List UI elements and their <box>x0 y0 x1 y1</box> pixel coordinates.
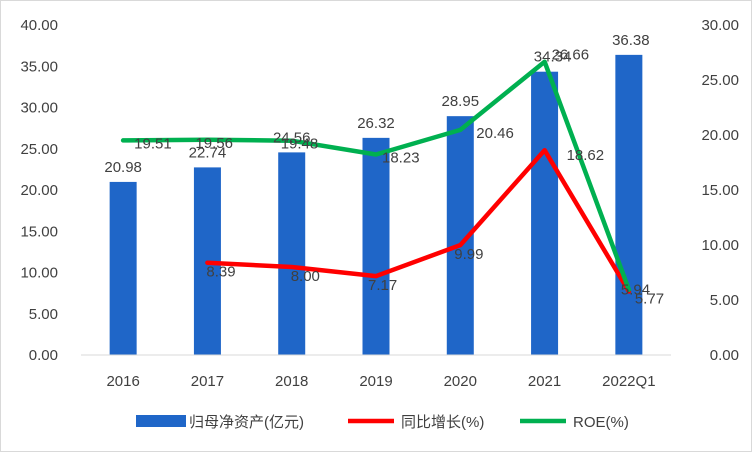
bar <box>278 152 306 355</box>
data-labels: 20.98 22.74 24.56 26.32 28.95 34.34 36.38 8.39 8… <box>104 32 664 308</box>
legend: 归母净资产(亿元) 同比增长(%) ROE(%) <box>136 414 629 431</box>
bar <box>362 137 390 355</box>
growth-data-label: 8.00 <box>291 268 320 285</box>
left-tick-label: 25.00 <box>20 141 58 158</box>
roe-data-label: 19.48 <box>281 136 319 153</box>
x-tick-label: 2022Q1 <box>602 373 655 390</box>
x-tick-label: 2016 <box>106 373 139 390</box>
x-tick-label: 2019 <box>359 373 392 390</box>
right-tick-label: 30.00 <box>701 17 739 34</box>
left-tick-label: 35.00 <box>20 58 58 75</box>
right-tick-label: 5.00 <box>710 292 739 309</box>
growth-data-label: 7.17 <box>368 277 397 294</box>
roe-data-label: 20.46 <box>476 125 514 142</box>
left-tick-label: 40.00 <box>20 17 58 34</box>
bar-data-label: 22.74 <box>189 144 227 161</box>
right-tick-label: 10.00 <box>701 237 739 254</box>
growth-data-label: 9.99 <box>454 246 483 263</box>
x-tick-label: 2017 <box>191 373 224 390</box>
roe-data-label: 26.66 <box>552 47 590 64</box>
left-y-axis: 0.00 5.00 10.00 15.00 20.00 25.00 30.00 35.00 40… <box>20 17 58 364</box>
growth-data-label: 18.62 <box>567 147 605 164</box>
left-tick-label: 20.00 <box>20 182 58 199</box>
bar-data-label: 28.95 <box>442 93 480 110</box>
bar-data-label: 20.98 <box>104 159 142 176</box>
roe-data-label: 19.51 <box>134 135 172 152</box>
right-tick-label: 15.00 <box>701 182 739 199</box>
x-tick-label: 2018 <box>275 373 308 390</box>
bar-data-label: 34.34 <box>534 49 572 66</box>
bar-data-label: 36.38 <box>612 32 650 49</box>
right-tick-label: 20.00 <box>701 127 739 144</box>
roe-data-label: 19.56 <box>195 135 233 152</box>
legend-swatch <box>136 415 186 427</box>
left-tick-label: 10.00 <box>20 265 58 282</box>
right-y-axis: 0.00 5.00 10.00 15.00 20.00 25.00 30.00 <box>701 17 739 364</box>
series-line <box>120 59 632 292</box>
left-tick-label: 5.00 <box>29 306 58 323</box>
roe-data-label: 18.23 <box>382 149 420 166</box>
bar <box>615 54 643 356</box>
legend-label: 同比增长(%) <box>401 414 484 431</box>
x-axis: 2016 2017 2018 2019 2020 2021 2022Q1 <box>81 354 671 390</box>
roe-data-label: 5.94 <box>621 282 650 299</box>
legend-label: ROE(%) <box>573 414 629 431</box>
left-tick-label: 30.00 <box>20 100 58 117</box>
bar-data-label: 26.32 <box>357 115 395 132</box>
growth-data-label: 5.77 <box>635 291 664 308</box>
line-series <box>120 59 632 294</box>
growth-data-label: 8.39 <box>206 264 235 281</box>
left-tick-label: 0.00 <box>29 347 58 364</box>
x-tick-label: 2020 <box>444 373 477 390</box>
series-line <box>205 147 632 294</box>
right-tick-label: 25.00 <box>701 72 739 89</box>
legend-label: 归母净资产(亿元) <box>189 414 304 431</box>
x-tick-label: 2021 <box>528 373 561 390</box>
right-tick-label: 0.00 <box>710 347 739 364</box>
bar <box>109 181 137 355</box>
bar-series <box>109 54 643 356</box>
bar <box>531 71 559 355</box>
bar-data-label: 24.56 <box>273 129 311 146</box>
left-tick-label: 15.00 <box>20 223 58 240</box>
